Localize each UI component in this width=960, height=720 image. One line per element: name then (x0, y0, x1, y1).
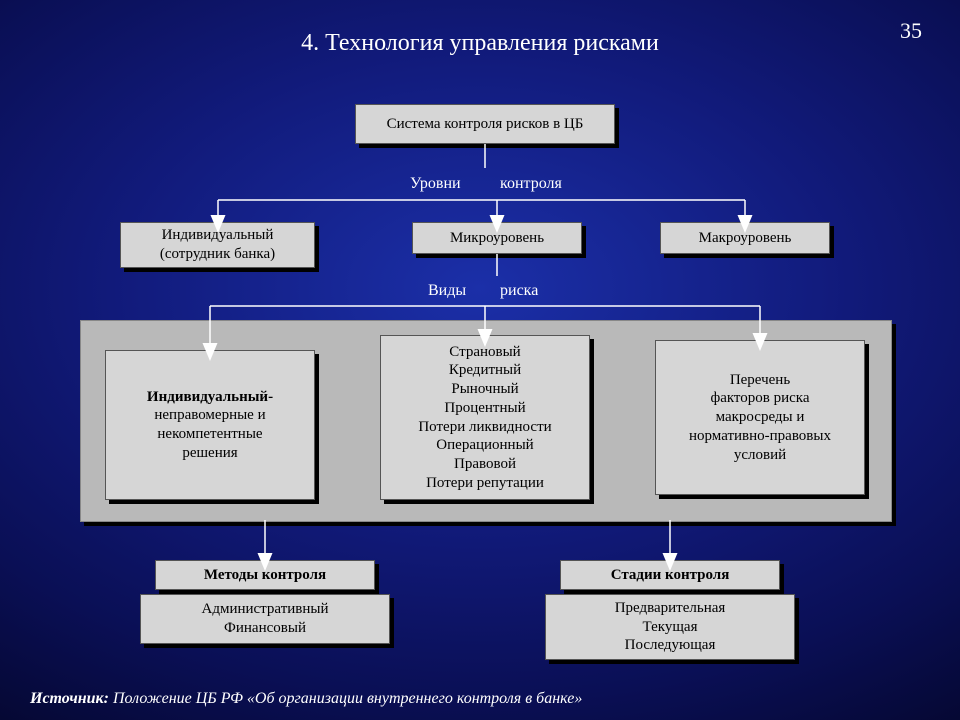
label-types-right: риска (500, 282, 538, 300)
node-risk-individual: Индивидуальный-неправомерные инекомпетен… (105, 350, 315, 500)
node-methods-header: Методы контроля (155, 560, 375, 590)
node-stages-header: Стадии контроля (560, 560, 780, 590)
node-level-micro: Микроуровень (412, 222, 582, 254)
node-level-macro: Макроуровень (660, 222, 830, 254)
label-levels-left: Уровни (410, 175, 461, 193)
source-citation: Источник: Положение ЦБ РФ «Об организаци… (30, 690, 582, 708)
slide: 35 4. Технология управления рисками Сист… (0, 0, 960, 720)
node-stages-body: ПредварительнаяТекущаяПоследующая (545, 594, 795, 660)
source-text: Положение ЦБ РФ «Об организации внутренн… (109, 690, 582, 707)
label-levels-right: контроля (500, 175, 562, 193)
node-risk-macro: Переченьфакторов рискамакросреды инормат… (655, 340, 865, 495)
slide-title: 4. Технология управления рисками (0, 30, 960, 57)
label-types-left: Виды (428, 282, 466, 300)
node-level-individual: Индивидуальный(сотрудник банка) (120, 222, 315, 268)
node-methods-body: АдминистративныйФинансовый (140, 594, 390, 644)
source-label: Источник: (30, 690, 109, 707)
node-root: Система контроля рисков в ЦБ (355, 104, 615, 144)
node-risk-micro: СтрановыйКредитныйРыночныйПроцентныйПоте… (380, 335, 590, 500)
